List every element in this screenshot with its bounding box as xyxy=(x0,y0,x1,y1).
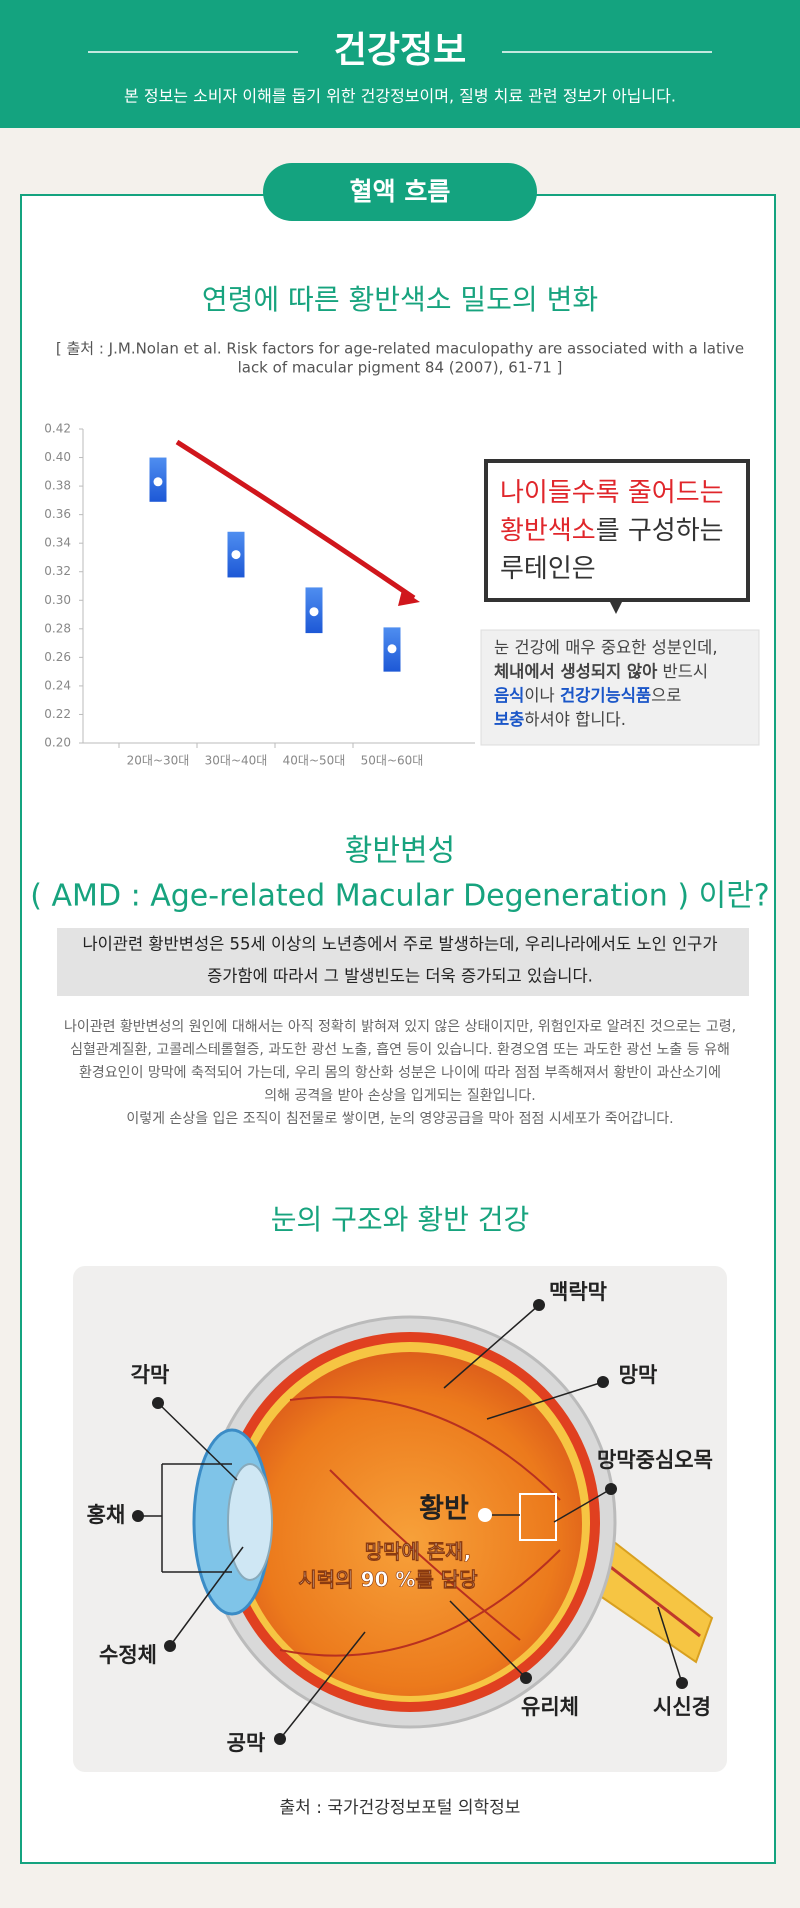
chart-title: 연령에 따른 황반색소 밀도의 변화 xyxy=(202,283,598,316)
y-tick-label: 0.20 xyxy=(44,736,71,750)
label: 공막 xyxy=(227,1731,266,1755)
amd-subtitle: ( AMD : Age-related Macular Degeneration… xyxy=(30,879,769,914)
highlight-band xyxy=(57,928,749,996)
section-label: 혈액 흐름 xyxy=(350,177,451,206)
label: 각막 xyxy=(131,1363,170,1387)
x-tick-label: 20대~30대 xyxy=(127,754,190,768)
text-line: 황반색소를 구성하는 xyxy=(500,516,724,546)
note-line: 시력의 90 %를 담당 xyxy=(298,1568,478,1592)
text-segment: 를 구성하는 xyxy=(596,516,724,546)
text-segment: 눈 건강에 매우 중요한 성분인데, xyxy=(494,638,718,657)
y-tick-label: 0.38 xyxy=(44,479,71,493)
lens xyxy=(227,1463,273,1581)
speech-bubble xyxy=(484,459,750,602)
y-tick-label: 0.34 xyxy=(44,536,71,550)
y-tick-label: 0.24 xyxy=(44,678,71,692)
text-segment: 나이들수록 줄어드는 xyxy=(500,478,724,508)
text-segment: 보충 xyxy=(494,710,524,729)
text-segment: 반드시 xyxy=(657,662,708,681)
label: 수정체 xyxy=(99,1643,157,1667)
y-tick-label: 0.40 xyxy=(44,450,71,464)
y-tick-label: 0.36 xyxy=(44,507,71,521)
eye-labels: 맥락막 망막 망막중심오목 각막 홍채 수정체 유리체 시신경 공막 황반 xyxy=(87,1280,713,1755)
body-line: 나이관련 황반변성의 원인에 대해서는 아직 정확히 밝혀져 있지 않은 상태이… xyxy=(64,1019,736,1035)
amd-text: 나이관련 황반변성은 55세 이상의 노년층에서 주로 발생하는데, 우리나라에… xyxy=(64,935,736,1128)
mean-dot xyxy=(153,477,163,487)
arrow-head xyxy=(398,590,420,606)
body-line: 심혈관계질환, 고콜레스테롤혈증, 과도한 광선 노출, 흡연 등이 있습니다.… xyxy=(70,1042,730,1058)
note-line: 망막에 존재, xyxy=(365,1540,472,1564)
text-segment: 건강기능식품 xyxy=(560,686,651,705)
text-line: 루테인은 xyxy=(500,554,596,584)
text-line: 보충하셔야 합니다. xyxy=(494,710,626,729)
chart: 0.20 0.22 0.24 0.26 0.28 0.30 0.32 0.34 0.36 0.38… xyxy=(44,422,475,768)
eye-title: 눈의 구조와 황반 건강 xyxy=(271,1203,530,1236)
label: 맥락막 xyxy=(549,1280,607,1304)
mean-dot xyxy=(231,550,241,560)
section-pill xyxy=(263,163,537,221)
chart-source: [ 출처 : J.M.Nolan et al. Risk factors for… xyxy=(56,340,744,358)
highlight-line: 증가함에 따라서 그 발생빈도는 더욱 증가되고 있습니다. xyxy=(207,967,593,986)
leader-lines xyxy=(138,1304,683,1740)
text-segment: 루테인은 xyxy=(500,554,596,584)
mean-dot xyxy=(387,644,397,654)
text-segment: 체내에서 생성되지 않아 xyxy=(494,662,658,681)
x-tick-label: 40대~50대 xyxy=(283,754,346,768)
text-segment: 음식 xyxy=(494,686,524,705)
text-line: 음식이나 건강기능식품으로 xyxy=(494,686,681,705)
note-box xyxy=(480,629,760,746)
y-tick-label: 0.22 xyxy=(44,707,71,721)
body-line: 이렇게 손상을 입은 조직이 침전물로 쌓이면, 눈의 영양공급을 막아 점점 … xyxy=(126,1111,673,1127)
chart-source: lack of macular pigment 84 (2007), 61-71… xyxy=(238,359,563,377)
text-segment: 하셔야 합니다. xyxy=(524,710,626,729)
trend-arrow xyxy=(175,439,416,601)
macula-note: 망막에 존재, 시력의 90 %를 담당 xyxy=(298,1539,478,1592)
text-line: 체내에서 생성되지 않아 반드시 xyxy=(494,662,708,681)
macula-box xyxy=(519,1493,557,1541)
amd-title: 황반변성 xyxy=(345,834,455,869)
y-tick-label: 0.42 xyxy=(44,422,71,436)
macula-dot xyxy=(478,1508,492,1522)
header-title: 건강정보 xyxy=(334,30,466,71)
leader-dots xyxy=(132,1299,688,1745)
text-segment: 으로 xyxy=(651,686,681,705)
mean-dot xyxy=(309,607,319,617)
bubble-tail xyxy=(608,598,624,614)
body-line: 의해 공격을 받아 손상을 입게되는 질환입니다. xyxy=(264,1088,535,1104)
eye-illustration xyxy=(192,1315,714,1729)
header-band xyxy=(0,0,800,128)
text-segment: 이나 xyxy=(524,686,560,705)
y-tick-label: 0.26 xyxy=(44,650,71,664)
vessels xyxy=(279,1396,561,1657)
y-tick-label: 0.28 xyxy=(44,621,71,635)
highlight-line: 나이관련 황반변성은 55세 이상의 노년층에서 주로 발생하는데, 우리나라에… xyxy=(82,935,717,954)
text-line: 눈 건강에 매우 중요한 성분인데, xyxy=(494,638,718,657)
label: 망막 xyxy=(619,1363,658,1387)
label: 시신경 xyxy=(653,1695,711,1719)
body-line: 환경요인이 망막에 축적되어 가는데, 우리 몸의 항산화 성분은 나이에 따라… xyxy=(79,1065,721,1081)
x-tick-label: 50대~60대 xyxy=(361,754,424,768)
y-tick-label: 0.30 xyxy=(44,593,71,607)
eye-source: 출처 : 국가건강정보포털 의학정보 xyxy=(280,1798,521,1818)
label: 망막중심오목 xyxy=(597,1448,713,1472)
label: 유리체 xyxy=(521,1695,579,1719)
header-subtitle: 본 정보는 소비자 이해를 돕기 위한 건강정보이며, 질병 치료 관련 정보가… xyxy=(124,87,676,106)
x-tick-label: 30대~40대 xyxy=(205,754,268,768)
macula-label: 황반 xyxy=(419,1494,469,1525)
text-segment: 황반색소 xyxy=(500,516,596,546)
label: 홍채 xyxy=(87,1503,126,1527)
text-line: 나이들수록 줄어드는 xyxy=(500,478,724,508)
vitreous xyxy=(238,1352,582,1696)
y-tick-label: 0.32 xyxy=(44,564,71,578)
